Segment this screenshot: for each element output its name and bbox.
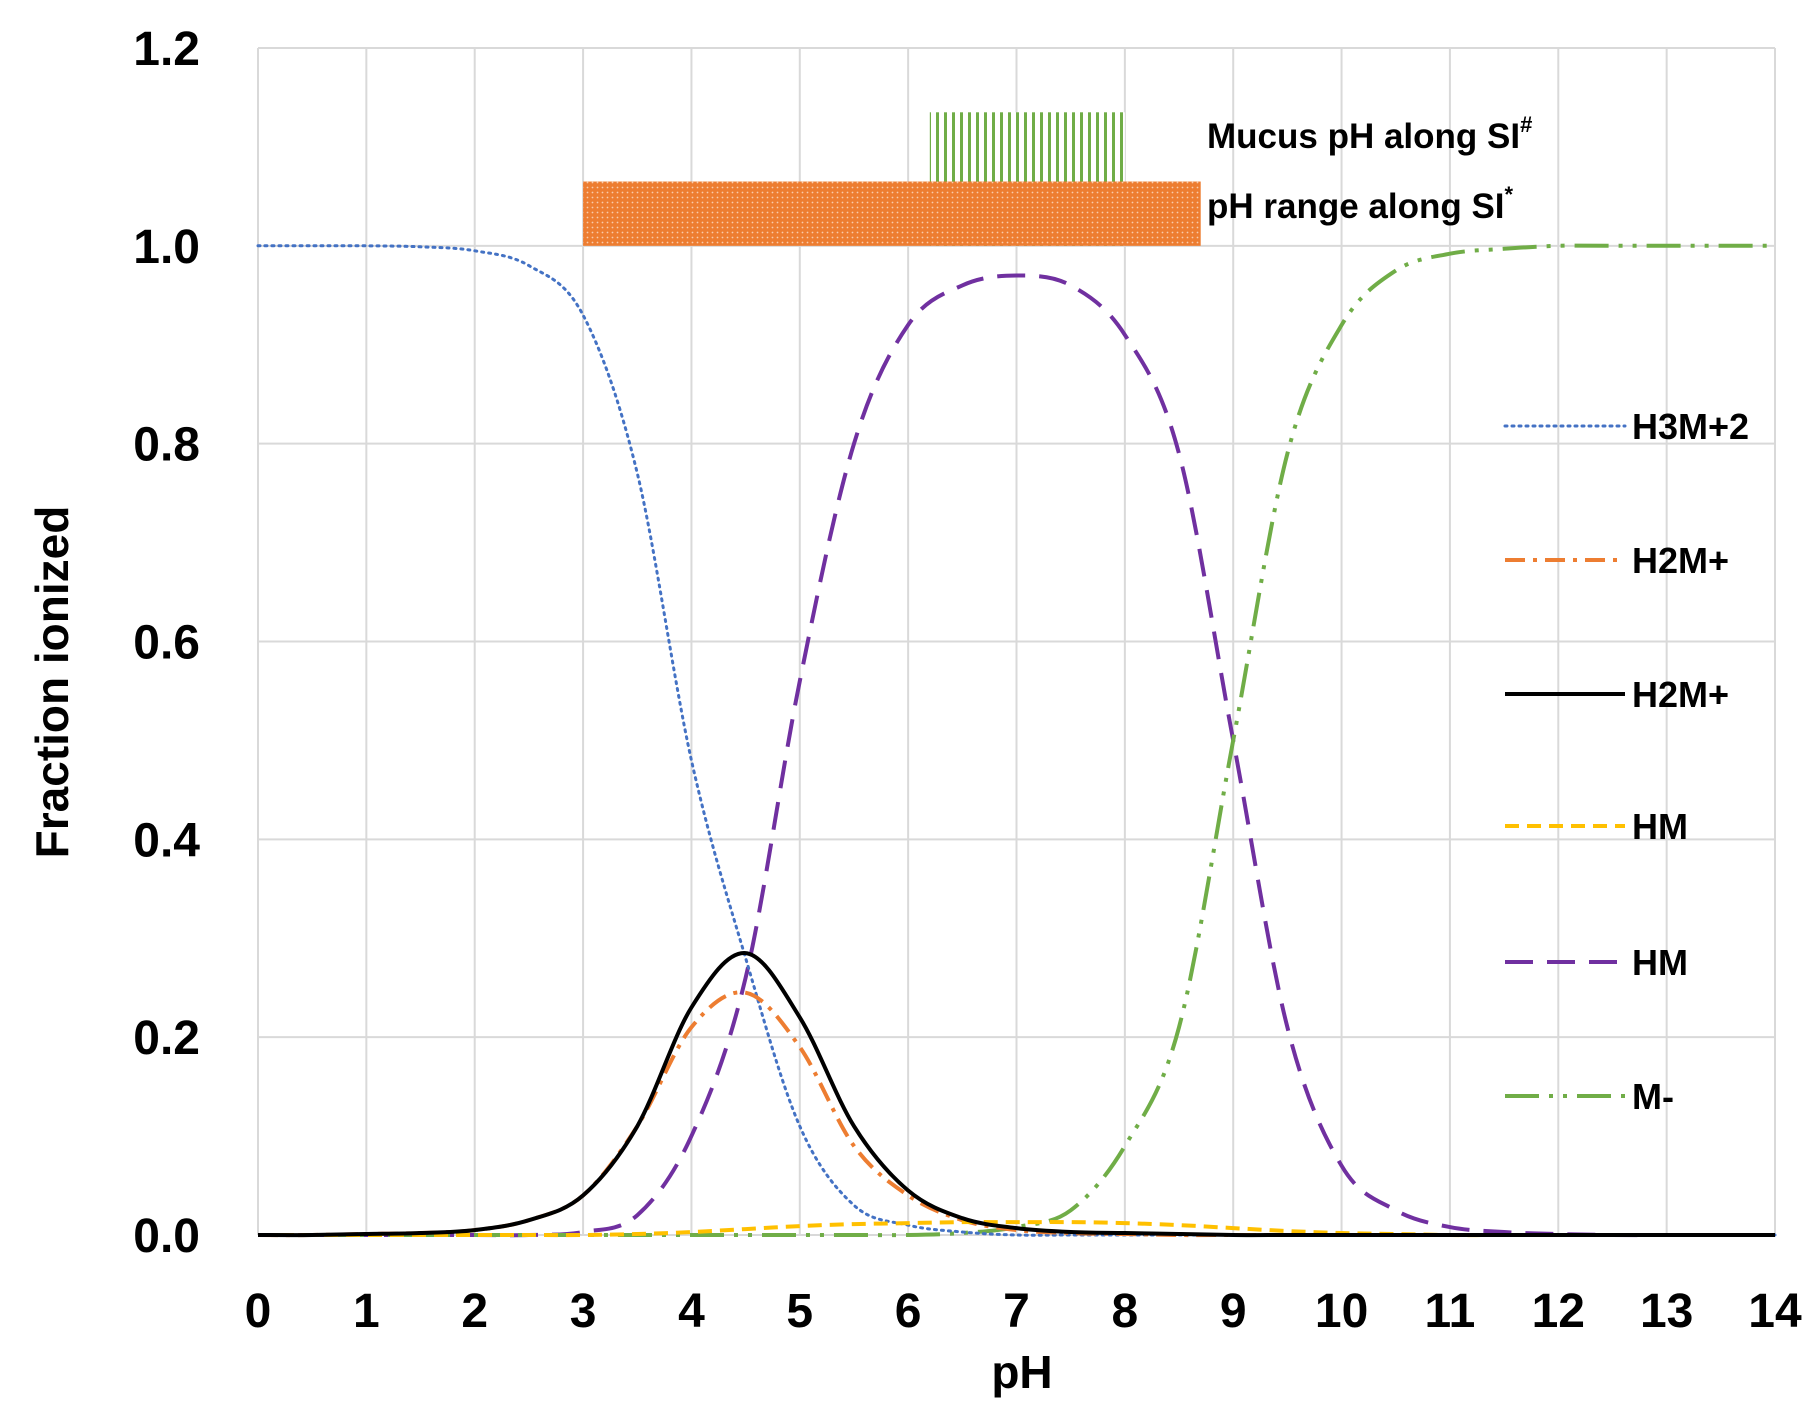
series-line-h2m--2 xyxy=(257,951,1775,1238)
y-tick-label: 0.6 xyxy=(133,617,200,670)
ph-range-band xyxy=(583,181,1201,246)
range-bands: Mucus pH along SI# pH range along SI* xyxy=(583,112,1532,246)
x-tick-label: 1 xyxy=(353,1285,380,1338)
x-tick-label: 8 xyxy=(1112,1285,1139,1338)
legend-label: H3M+2 xyxy=(1632,406,1749,447)
series-line-h3m-2-0 xyxy=(256,244,1777,1237)
legend-label: H2M+ xyxy=(1632,674,1729,715)
legend: H3M+2 H2M+ H2M+ HM HM M- xyxy=(1503,406,1749,1117)
x-tick-label: 5 xyxy=(786,1285,813,1338)
x-tick-label: 7 xyxy=(1003,1285,1030,1338)
x-tick-label: 4 xyxy=(678,1285,705,1338)
x-tick-label: 9 xyxy=(1220,1285,1247,1338)
x-tick-label: 14 xyxy=(1748,1285,1802,1338)
x-tick-label: 2 xyxy=(461,1285,488,1338)
y-tick-label: 0.2 xyxy=(133,1012,200,1065)
y-tick-label: 1.2 xyxy=(133,23,200,76)
y-tick-labels: 0.0 0.2 0.4 0.6 0.8 1.0 1.2 xyxy=(133,23,200,1263)
band-label-superscript: * xyxy=(1505,182,1514,207)
legend-label: HM xyxy=(1632,806,1688,847)
y-axis-title: Fraction ionized xyxy=(26,506,78,859)
x-tick-label: 12 xyxy=(1532,1285,1585,1338)
ph-range-label: pH range along SI* xyxy=(1207,182,1514,226)
legend-label: H2M+ xyxy=(1632,540,1729,581)
band-label-text: pH range along SI xyxy=(1207,187,1505,226)
series-lines xyxy=(256,243,1777,1238)
x-axis-title: pH xyxy=(991,1346,1052,1398)
x-tick-labels: 0 1 2 3 4 5 6 7 8 9 10 11 12 13 14 xyxy=(245,1285,1802,1338)
x-tick-label: 0 xyxy=(245,1285,272,1338)
y-tick-label: 0.8 xyxy=(133,419,200,472)
x-tick-label: 3 xyxy=(570,1285,597,1338)
legend-label: M- xyxy=(1632,1076,1674,1117)
y-tick-label: 0.4 xyxy=(133,814,200,867)
x-tick-label: 13 xyxy=(1640,1285,1693,1338)
x-tick-label: 10 xyxy=(1315,1285,1368,1338)
y-tick-label: 1.0 xyxy=(133,221,200,274)
mucus-ph-label: Mucus pH along SI# xyxy=(1207,112,1532,156)
x-tick-label: 11 xyxy=(1425,1285,1476,1338)
band-label-superscript: # xyxy=(1520,112,1532,137)
legend-label: HM xyxy=(1632,942,1688,983)
band-label-text: Mucus pH along SI xyxy=(1207,117,1520,156)
x-tick-label: 6 xyxy=(895,1285,922,1338)
y-tick-label: 0.0 xyxy=(133,1210,200,1263)
